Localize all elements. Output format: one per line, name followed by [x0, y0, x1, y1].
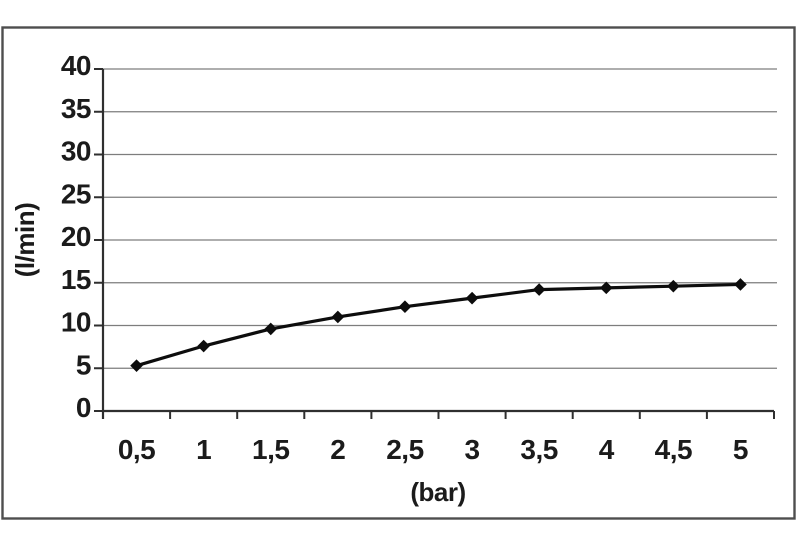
data-point-marker: [667, 279, 680, 293]
data-point-marker: [264, 322, 278, 336]
chart-frame: [1, 26, 796, 520]
x-tick-label: 0,5: [118, 434, 155, 465]
y-tick-label: 40: [61, 50, 91, 81]
x-tick-label: 3: [465, 434, 480, 465]
gridlines: [103, 68, 777, 369]
series-line: [134, 282, 743, 368]
data-point-marker: [130, 359, 143, 372]
x-tick-label: 1: [196, 434, 211, 465]
x-tick-label: 5: [733, 434, 748, 465]
data-point-marker: [465, 291, 479, 305]
x-tick-label: 4: [599, 434, 615, 465]
y-tick-label: 25: [61, 178, 91, 209]
data-point-marker: [599, 281, 613, 295]
x-tick-label: 4,5: [655, 434, 692, 465]
x-tick-label: 3,5: [520, 434, 557, 465]
data-point-marker: [532, 283, 546, 296]
data-point-marker: [734, 278, 747, 291]
x-tick-label: 1,5: [252, 434, 289, 465]
y-tick-label: 15: [61, 264, 91, 295]
y-tick-label: 5: [76, 349, 91, 380]
data-point-marker: [331, 310, 345, 324]
data-point-marker: [197, 339, 210, 353]
y-tick-label: 35: [61, 93, 91, 124]
data-series: [130, 278, 747, 372]
x-tick-label: 2,5: [386, 434, 423, 465]
x-axis-title: (bar): [410, 477, 465, 507]
y-tick-label: 10: [61, 307, 91, 338]
data-point-marker: [398, 300, 412, 313]
y-tick-label: 0: [76, 392, 91, 423]
y-tick-label: 30: [61, 136, 91, 167]
y-tick-label: 20: [61, 221, 91, 252]
axes: [94, 68, 775, 419]
y-axis-title: (l/min): [10, 203, 40, 278]
tick-labels: 0 5 10 15 20 25 30 35 40 0,5 1 1,5 2 2,5 3 3,5 4 4,5 5: [61, 50, 749, 465]
x-tick-label: 2: [330, 434, 345, 465]
